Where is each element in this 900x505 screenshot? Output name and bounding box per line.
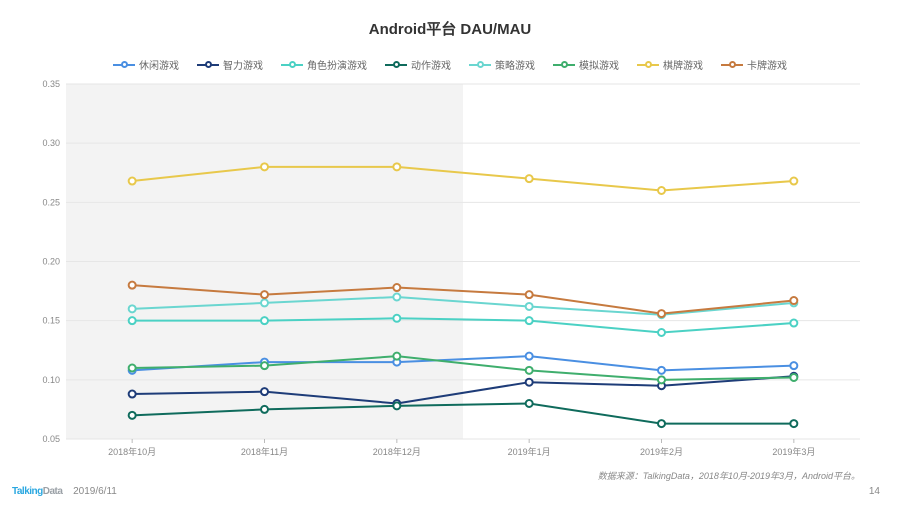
chart-area: 0.05 0.10 0.15 0.20 0.25 0.30 0.35 2018年10月 2018… — [30, 78, 870, 467]
legend-item: 动作游戏 — [385, 57, 451, 72]
logo: TalkingData — [12, 486, 65, 497]
svg-text:2018年12月: 2018年12月 — [373, 446, 421, 457]
line-chart: 0.05 0.10 0.15 0.20 0.25 0.30 0.35 2018年10月 2018… — [30, 78, 870, 467]
legend-item: 模拟游戏 — [553, 57, 619, 72]
legend-label: 模拟游戏 — [579, 57, 619, 72]
legend-item: 卡牌游戏 — [721, 57, 787, 72]
legend-swatch — [197, 60, 219, 70]
footer-date: 2019/6/11 — [73, 486, 117, 497]
svg-text:0.35: 0.35 — [42, 79, 60, 89]
svg-text:2019年1月: 2019年1月 — [508, 446, 551, 457]
svg-text:0.15: 0.15 — [42, 316, 60, 326]
svg-text:2019年3月: 2019年3月 — [772, 446, 815, 457]
legend-label: 休闲游戏 — [139, 57, 179, 72]
svg-text:2018年11月: 2018年11月 — [241, 446, 288, 457]
footer-left: TalkingData 2019/6/11 — [12, 486, 117, 497]
svg-text:0.20: 0.20 — [42, 257, 60, 267]
logo-blue: Talking — [12, 486, 43, 497]
legend-item: 休闲游戏 — [113, 57, 179, 72]
legend-label: 棋牌游戏 — [663, 57, 703, 72]
legend-item: 棋牌游戏 — [637, 57, 703, 72]
legend-item: 策略游戏 — [469, 57, 535, 72]
svg-text:2019年2月: 2019年2月 — [640, 446, 683, 457]
legend-swatch — [553, 60, 575, 70]
chart-title: Android平台 DAU/MAU — [0, 18, 900, 39]
legend-label: 智力游戏 — [223, 57, 263, 72]
legend-swatch — [281, 60, 303, 70]
source-text: 数据来源：TalkingData，2018年10月-2019年3月，Androi… — [0, 469, 860, 482]
logo-grey: Data — [43, 486, 63, 497]
svg-text:0.30: 0.30 — [42, 138, 60, 148]
legend-item: 角色扮演游戏 — [281, 57, 367, 72]
footer: TalkingData 2019/6/11 14 — [0, 482, 900, 505]
legend-label: 角色扮演游戏 — [307, 57, 367, 72]
svg-text:2018年10月: 2018年10月 — [108, 446, 156, 457]
page: Android平台 DAU/MAU 休闲游戏 智力游戏 角色扮演游戏 动作游戏 策略游戏… — [0, 0, 900, 505]
svg-text:0.25: 0.25 — [42, 197, 60, 207]
page-number: 14 — [869, 486, 880, 497]
legend: 休闲游戏 智力游戏 角色扮演游戏 动作游戏 策略游戏 模拟游戏 棋牌游戏 卡牌游戏 — [0, 57, 900, 72]
svg-text:0.10: 0.10 — [42, 375, 60, 385]
svg-text:0.05: 0.05 — [42, 434, 60, 444]
legend-swatch — [721, 60, 743, 70]
legend-swatch — [469, 60, 491, 70]
legend-swatch — [113, 60, 135, 70]
legend-item: 智力游戏 — [197, 57, 263, 72]
legend-swatch — [385, 60, 407, 70]
legend-label: 动作游戏 — [411, 57, 451, 72]
legend-label: 策略游戏 — [495, 57, 535, 72]
legend-label: 卡牌游戏 — [747, 57, 787, 72]
legend-swatch — [637, 60, 659, 70]
